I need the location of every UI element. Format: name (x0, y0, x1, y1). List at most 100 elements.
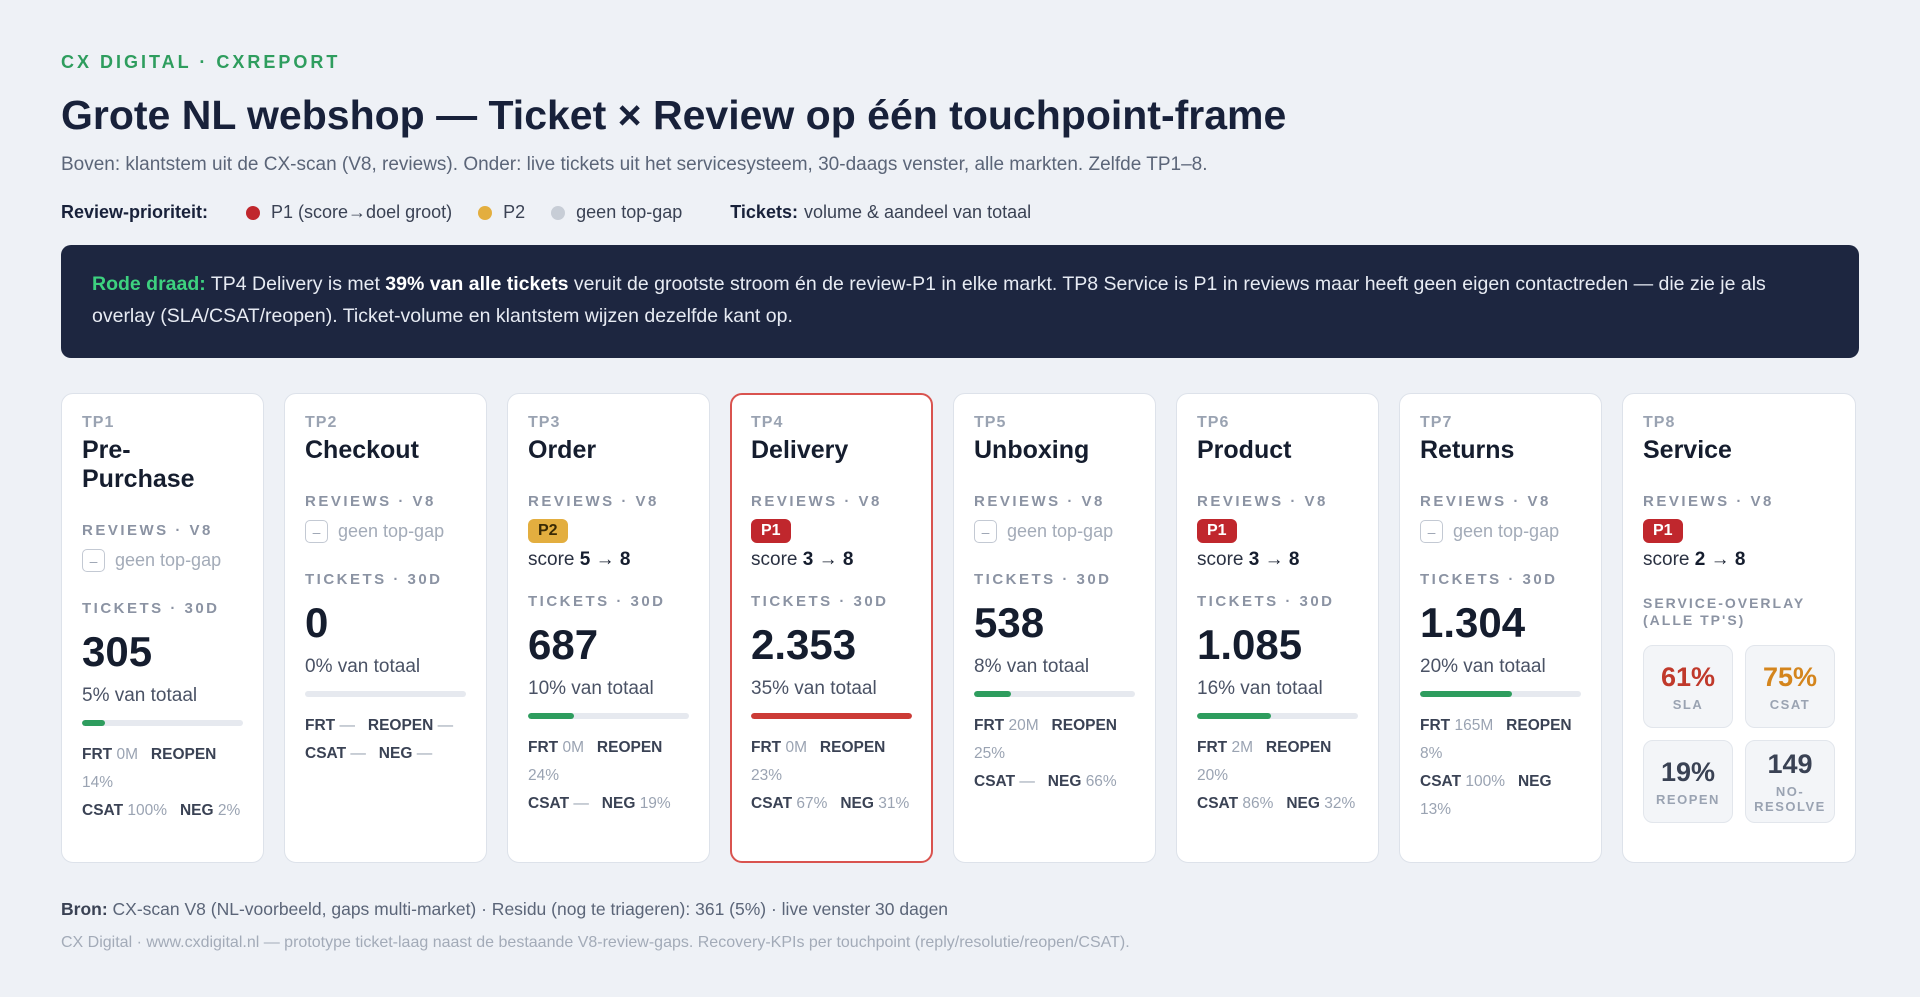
priority-badge: P1 (751, 519, 791, 544)
kpi-csat-value: 86% (1242, 795, 1274, 813)
touchpoint-card-tp8[interactable]: TP8 Service REVIEWS · V8 P1 score 2 → 8 SERVI… (1622, 393, 1856, 864)
reviews-section-label: REVIEWS · V8 (82, 522, 213, 540)
ticket-volume: 538 (974, 599, 1045, 647)
recovery-kpis: FRT 0M REOPEN 14% CSAT 100% NEG 2% (82, 741, 243, 825)
tickets-section-label: TICKETS · 30D (305, 571, 443, 589)
kpi-csat-label: CSAT (305, 745, 347, 763)
reviews-section-label: REVIEWS · V8 (751, 493, 882, 511)
share-bar-fill (974, 691, 1011, 698)
touchpoint-name: Order (528, 436, 597, 465)
touchpoint-card-tp5[interactable]: TP5 Unboxing REVIEWS · V8 – geen top-gap TICK… (953, 393, 1156, 864)
banner-highlight: 39% van alle tickets (385, 273, 569, 296)
kpi-reopen-value: 25% (974, 745, 1006, 763)
kpi-frt-value: 20M (1008, 717, 1039, 735)
share-bar (1197, 713, 1358, 720)
touchpoint-id: TP2 (305, 414, 338, 432)
score-to: 8 (1288, 549, 1300, 571)
touchpoint-card-tp3[interactable]: TP3 Order REVIEWS · V8 P2 score 5 → 8 TICKETS… (507, 393, 710, 864)
ticket-volume: 2.353 (751, 621, 857, 669)
touchpoint-card-tp4[interactable]: TP4 Delivery REVIEWS · V8 P1 score 3 → 8 TICK… (730, 393, 933, 864)
reviews-section-label: REVIEWS · V8 (305, 493, 436, 511)
tickets-section-label: TICKETS · 30D (751, 593, 889, 611)
kpi-neg-value: 31% (878, 795, 910, 813)
review-score: score 2 → 8 (1643, 549, 1835, 571)
score-from: 5 (579, 549, 591, 571)
overlay-tile-value: 75% (1762, 661, 1818, 692)
touchpoint-name: Pre-Purchase (82, 436, 195, 494)
kpi-csat-label: CSAT (751, 795, 793, 813)
touchpoint-name: Product (1197, 436, 1292, 465)
reviews-section-label: REVIEWS · V8 (528, 493, 659, 511)
score-prefix: score (528, 549, 580, 571)
kpi-csat-label: CSAT (1197, 795, 1239, 813)
kpi-frt-label: FRT (974, 717, 1005, 735)
tickets-section-label: TICKETS · 30D (974, 571, 1112, 589)
kpi-reopen-label: REOPEN (1265, 739, 1332, 757)
service-overlay-title: SERVICE-OVERLAY (ALLE TP'S) (1643, 595, 1835, 629)
kpi-neg-label: NEG (179, 802, 214, 820)
score-prefix: score (1643, 549, 1695, 571)
share-bar (751, 713, 912, 720)
touchpoint-card-tp2[interactable]: TP2 Checkout REVIEWS · V8 – geen top-gap TICK… (284, 393, 487, 864)
kpi-frt-value: — (339, 717, 355, 735)
score-to: 8 (619, 549, 631, 571)
ticket-share: 0% van totaal (305, 656, 421, 678)
touchpoint-card-tp7[interactable]: TP7 Returns REVIEWS · V8 – geen top-gap TICKE… (1399, 393, 1602, 864)
score-from: 3 (802, 549, 814, 571)
touchpoint-id: TP7 (1420, 414, 1453, 432)
kpi-frt-label: FRT (305, 717, 336, 735)
kpi-neg-value: 66% (1085, 773, 1117, 791)
legend-tickets-label: Tickets: (730, 202, 798, 223)
legend-item-p2: P2 (478, 202, 525, 223)
ticket-share: 8% van totaal (974, 656, 1090, 678)
overlay-tile-sla: 61% SLA (1643, 645, 1733, 729)
score-arrow: → (1705, 549, 1735, 571)
score-to: 8 (842, 549, 854, 571)
footer-source: Bron: CX-scan V8 (NL-voorbeeld, gaps mul… (61, 899, 1859, 920)
priority-badge: P1 (1197, 519, 1237, 544)
kpi-csat-label: CSAT (528, 795, 570, 813)
kpi-neg-value: — (416, 745, 433, 763)
no-gap-text: geen top-gap (1453, 521, 1560, 542)
score-from: 3 (1248, 549, 1260, 571)
overlay-tile-label: SLA (1672, 696, 1704, 712)
kpi-reopen-label: REOPEN (150, 746, 217, 764)
priority-badge: P1 (1643, 519, 1683, 544)
recovery-kpis: FRT 20M REOPEN 25% CSAT — NEG 66% (974, 712, 1135, 796)
ticket-volume: 1.304 (1420, 599, 1526, 647)
score-arrow: → (813, 549, 843, 571)
recovery-kpis: FRT 2M REOPEN 20% CSAT 86% NEG 32% (1197, 734, 1358, 818)
page-title: Grote NL webshop — Ticket × Review op éé… (61, 92, 1287, 138)
p2-dot-icon (478, 205, 493, 220)
review-score: score 5 → 8 (528, 549, 689, 571)
banner-lead: Rode draad: (92, 273, 206, 296)
kpi-frt-value: 2M (1231, 739, 1253, 757)
touchpoint-card-tp6[interactable]: TP6 Product REVIEWS · V8 P1 score 3 → 8 TICKE… (1176, 393, 1379, 864)
touchpoint-id: TP1 (82, 414, 115, 432)
kpi-reopen-label: REOPEN (596, 739, 663, 757)
overlay-tile-value: 19% (1660, 756, 1716, 787)
share-bar-fill (1420, 691, 1512, 698)
legend-label: Review-prioriteit: (61, 202, 209, 223)
kpi-csat-label: CSAT (1420, 773, 1462, 791)
no-gap-dot-icon (551, 205, 566, 220)
kpi-frt-label: FRT (82, 746, 113, 764)
overlay-title-line-2: (ALLE TP'S) (1643, 612, 1746, 629)
kpi-neg-value: 19% (639, 795, 671, 813)
page-subtitle: Boven: klantstem uit de CX-scan (V8, rev… (61, 154, 1208, 176)
insight-banner: Rode draad: TP4 Delivery is met 39% van … (61, 245, 1859, 359)
kpi-neg-label: NEG (1286, 795, 1320, 813)
recovery-kpis: FRT 0M REOPEN 23% CSAT 67% NEG 31% (751, 734, 912, 818)
kpi-reopen-label: REOPEN (819, 739, 886, 757)
recovery-kpis: FRT 0M REOPEN 24% CSAT — NEG 19% (528, 734, 689, 818)
kpi-frt-value: 0M (562, 739, 584, 757)
kpi-neg-value: 2% (217, 802, 241, 820)
review-score: score 3 → 8 (1197, 549, 1358, 571)
kpi-frt-label: FRT (1420, 717, 1451, 735)
share-bar (305, 691, 466, 698)
no-gap-indicator: – geen top-gap (974, 520, 1135, 544)
overlay-tile-label: NO-RESOLVE (1754, 784, 1826, 815)
touchpoint-cards: TP1 Pre-Purchase REVIEWS · V8 – geen top-gap… (61, 393, 1859, 864)
touchpoint-card-tp1[interactable]: TP1 Pre-Purchase REVIEWS · V8 – geen top-gap… (61, 393, 264, 864)
touchpoint-name: Checkout (305, 436, 419, 465)
